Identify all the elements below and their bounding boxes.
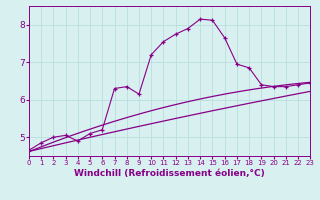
- X-axis label: Windchill (Refroidissement éolien,°C): Windchill (Refroidissement éolien,°C): [74, 169, 265, 178]
